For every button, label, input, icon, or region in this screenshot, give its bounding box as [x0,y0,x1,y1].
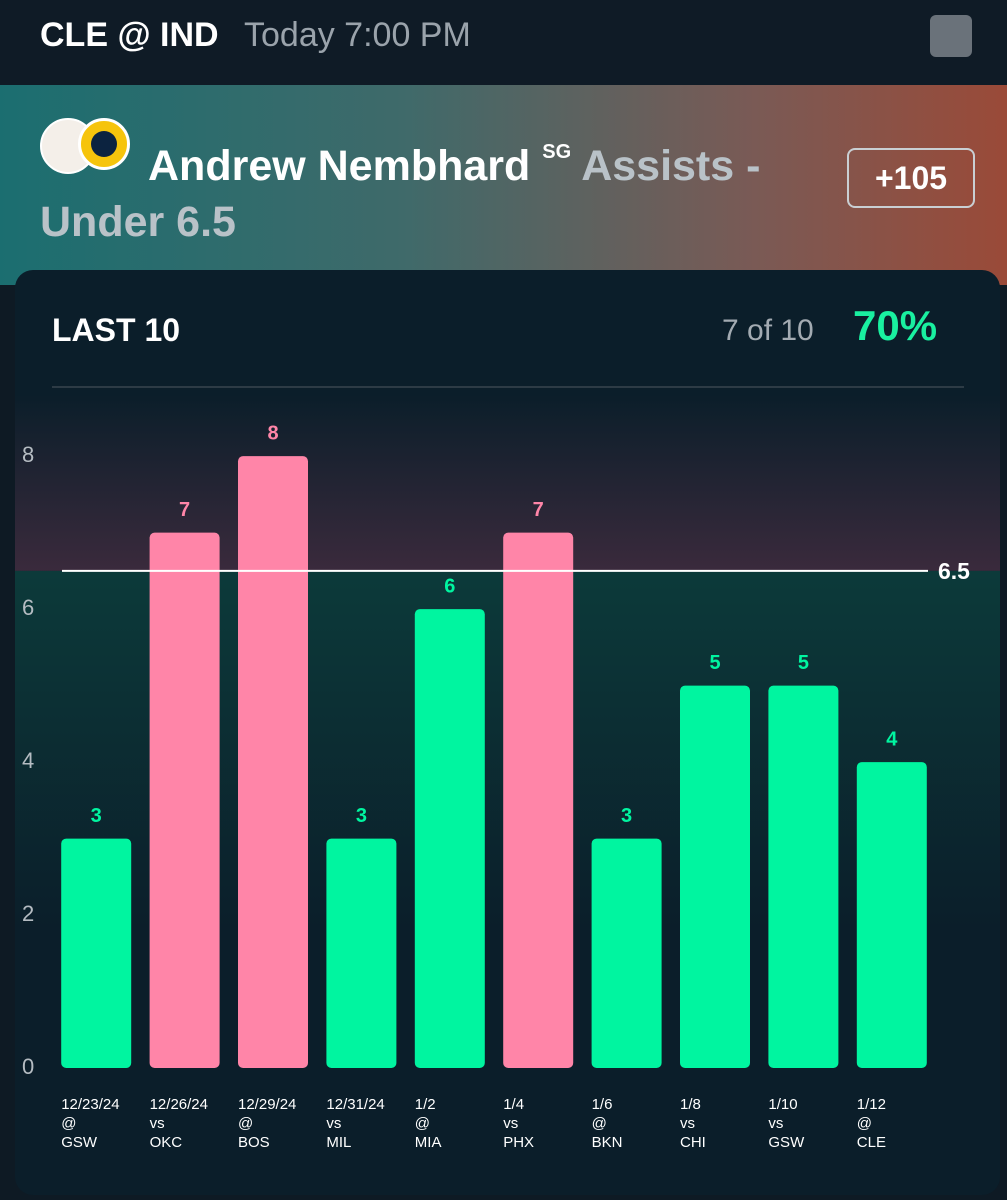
value-label: 7 [533,499,544,521]
matchup[interactable]: CLE @ IND [40,16,219,54]
x-tick-label: 12/29/24 [238,1096,296,1113]
bar [326,838,397,1068]
bar [149,532,220,1068]
x-tick-label: 1/10 [768,1096,797,1113]
value-label: 5 [798,652,809,674]
x-tick-label: MIA [415,1134,442,1151]
x-tick-label: OKC [150,1134,183,1151]
bar [768,685,839,1068]
value-label: 8 [267,422,278,444]
x-tick-label: vs [150,1115,165,1132]
player-name[interactable]: Andrew Nembhard [148,142,531,190]
league-logo [930,15,972,57]
market: Assists - Under 6.5 [40,142,761,246]
bar [503,532,574,1068]
bar [238,456,308,1068]
value-label: 5 [709,652,720,674]
x-tick-label: 1/6 [592,1096,613,1113]
x-tick-label: GSW [61,1134,98,1151]
x-tick-label: @ [238,1115,253,1132]
value-label: 3 [356,805,367,827]
x-tick-label: GSW [768,1134,805,1151]
prop-title: Andrew Nembhard SG Assists - Under 6.5 [40,124,830,250]
bar [591,838,662,1068]
y-tick-label: 6 [22,595,34,620]
y-tick-label: 2 [22,901,34,926]
hit-percent: 70% [853,302,938,349]
y-tick-label: 0 [22,1054,34,1079]
hit-record: 7 of 10 [722,314,814,347]
x-tick-label: vs [503,1115,518,1132]
value-label: 7 [179,499,190,521]
bar [414,609,485,1068]
x-tick-label: BOS [238,1134,270,1151]
y-tick-label: 4 [22,748,34,773]
x-tick-label: 1/12 [857,1096,886,1113]
top-bar: CLE @ IND Today 7:00 PM [0,0,1007,85]
prop-header [0,85,1007,285]
x-tick-label: vs [326,1115,341,1132]
x-tick-label: @ [592,1115,607,1132]
x-tick-label: CLE [857,1134,886,1151]
value-label: 3 [91,805,102,827]
x-tick-label: @ [415,1115,430,1132]
x-tick-label: @ [61,1115,76,1132]
x-tick-label: 1/2 [415,1096,436,1113]
x-tick-label: 12/23/24 [61,1096,119,1113]
x-tick-label: @ [857,1115,872,1132]
x-tick-label: vs [680,1115,695,1132]
team-logo [78,118,130,170]
x-tick-label: 12/26/24 [150,1096,208,1113]
x-tick-label: vs [768,1115,783,1132]
bar [856,762,927,1068]
x-tick-label: 12/31/24 [326,1096,384,1113]
odds-button[interactable]: +105 [847,148,975,208]
y-tick-label: 8 [22,442,34,467]
x-tick-label: 1/4 [503,1096,524,1113]
divider [52,386,964,388]
game-time: Today 7:00 PM [244,16,471,54]
value-label: 4 [886,728,898,750]
bar [680,685,750,1068]
threshold-label: 6.5 [938,558,970,584]
bar [61,838,132,1068]
card-title: LAST 10 [52,312,181,348]
player-position: SG [542,141,572,163]
value-label: 6 [444,575,455,597]
x-tick-label: PHX [503,1134,534,1151]
x-tick-label: MIL [326,1134,351,1151]
x-tick-label: CHI [680,1134,706,1151]
x-tick-label: 1/8 [680,1096,701,1113]
value-label: 3 [621,805,632,827]
x-tick-label: BKN [592,1134,623,1151]
